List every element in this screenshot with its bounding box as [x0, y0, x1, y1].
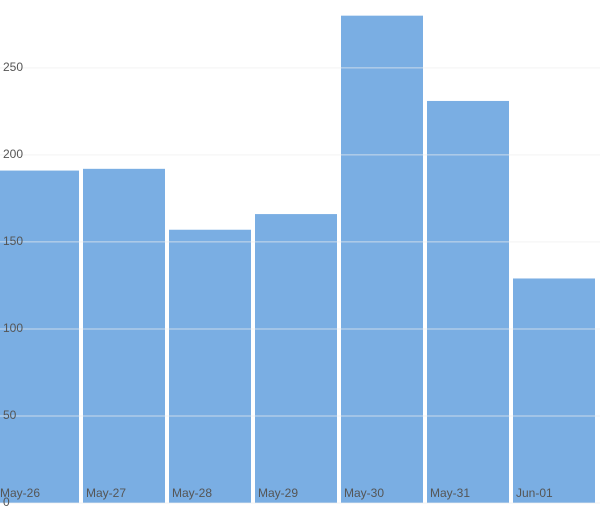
bar — [341, 15, 423, 503]
x-tick-label: May-31 — [430, 486, 470, 500]
y-tick-label: 250 — [3, 60, 23, 74]
x-tick-label: Jun-01 — [516, 486, 553, 500]
y-tick-label: 100 — [3, 321, 23, 335]
y-tick-label: 50 — [3, 408, 17, 422]
bar — [255, 214, 337, 503]
x-tick-label: May-30 — [344, 486, 384, 500]
bar — [169, 229, 251, 503]
y-tick-label: 0 — [3, 495, 10, 509]
x-tick-label: May-27 — [86, 486, 126, 500]
bar — [0, 170, 79, 503]
x-tick-label: May-26 — [0, 486, 40, 500]
x-tick-label: May-29 — [258, 486, 298, 500]
bar — [513, 278, 595, 503]
bar — [427, 100, 509, 504]
y-tick-label: 200 — [3, 147, 23, 161]
x-tick-label: May-28 — [172, 486, 212, 500]
bar — [83, 168, 165, 503]
y-tick-label: 150 — [3, 234, 23, 248]
